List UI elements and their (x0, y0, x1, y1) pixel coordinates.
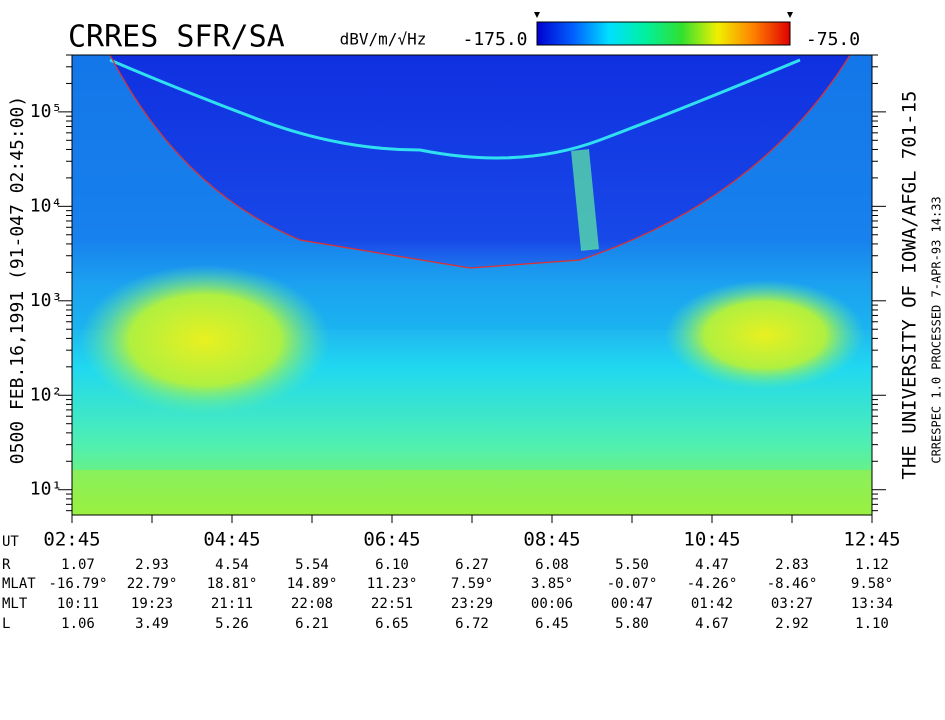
table-cell: 03:27 (771, 596, 813, 612)
table-cell: 6.08 (535, 557, 569, 573)
colorbar-tick (534, 12, 540, 18)
colorbar-tick-label: -175.0 (462, 29, 527, 50)
table-cell: 6.21 (295, 616, 329, 632)
table-cell: 18.81° (207, 576, 258, 592)
colorbar-tick-label: -75.0 (806, 29, 860, 50)
x-tick-label: 06:45 (363, 529, 420, 551)
table-cell: -16.79° (48, 576, 107, 592)
table-cell: 23:29 (451, 596, 493, 612)
table-cell: 22:51 (371, 596, 413, 612)
table-cell: 4.54 (215, 557, 249, 573)
colorbar (536, 21, 791, 46)
table-cell: 3.49 (135, 616, 169, 632)
y-tick-label: 10¹ (30, 479, 63, 500)
right-note: CRRESPEC 1.0 PROCESSED 7-APR-93 14:33 (930, 196, 944, 463)
x-tick-label: 02:45 (43, 529, 100, 551)
table-cell: 00:47 (611, 596, 653, 612)
table-cell: 3.85° (531, 576, 573, 592)
table-cell: 13:34 (851, 596, 893, 612)
table-cell: -0.07° (607, 576, 658, 592)
right-title: THE UNIVERSITY OF IOWA/AFGL 701-15 (899, 91, 921, 480)
table-cell: 2.83 (775, 557, 809, 573)
x-tick-label: 10:45 (683, 529, 740, 551)
row-label: MLT (2, 596, 28, 612)
table-cell: -4.26° (687, 576, 738, 592)
table-cell: 9.58° (851, 576, 893, 592)
y-tick-label: 10² (30, 384, 63, 405)
table-cell: 10:11 (57, 596, 99, 612)
y-tick-label: 10³ (30, 290, 63, 311)
table-cell: 2.93 (135, 557, 169, 573)
row-label: L (2, 616, 10, 632)
row-label: MLAT (2, 576, 36, 592)
table-cell: 22:08 (291, 596, 333, 612)
x-label: UT (2, 534, 19, 550)
table-cell: 1.06 (61, 616, 95, 632)
spectrogram (72, 55, 872, 515)
chart-title: CRRES SFR/SA (68, 20, 285, 55)
table-cell: 6.27 (455, 557, 489, 573)
table-cell: 01:42 (691, 596, 733, 612)
table-cell: 5.80 (615, 616, 649, 632)
y-label: 0500 FEB.16,1991 (91-047 02:45:00) (7, 96, 28, 464)
table-cell: 2.92 (775, 616, 809, 632)
table-cell: 5.54 (295, 557, 329, 573)
colorbar-unit: dBV/m/√Hz (340, 30, 427, 49)
table-cell: 5.26 (215, 616, 249, 632)
x-tick-label: 08:45 (523, 529, 580, 551)
x-tick-label: 12:45 (843, 529, 900, 551)
table-cell: 4.67 (695, 616, 729, 632)
table-cell: 1.10 (855, 616, 889, 632)
table-cell: 6.45 (535, 616, 569, 632)
y-tick-label: 10⁵ (30, 101, 63, 122)
table-cell: 5.50 (615, 557, 649, 573)
table-cell: 21:11 (211, 596, 253, 612)
table-cell: 6.72 (455, 616, 489, 632)
table-cell: 14.89° (287, 576, 338, 592)
table-cell: 22.79° (127, 576, 178, 592)
row-label: R (2, 557, 11, 573)
y-tick-label: 10⁴ (30, 195, 63, 216)
table-cell: 11.23° (367, 576, 418, 592)
x-tick-label: 04:45 (203, 529, 260, 551)
table-cell: 4.47 (695, 557, 729, 573)
table-cell: 1.07 (61, 557, 95, 573)
table-cell: -8.46° (767, 576, 818, 592)
table-cell: 6.65 (375, 616, 409, 632)
table-cell: 19:23 (131, 596, 173, 612)
table-cell: 00:06 (531, 596, 573, 612)
table-cell: 1.12 (855, 557, 889, 573)
table-cell: 6.10 (375, 557, 409, 573)
table-cell: 7.59° (451, 576, 493, 592)
colorbar-tick (787, 12, 793, 18)
